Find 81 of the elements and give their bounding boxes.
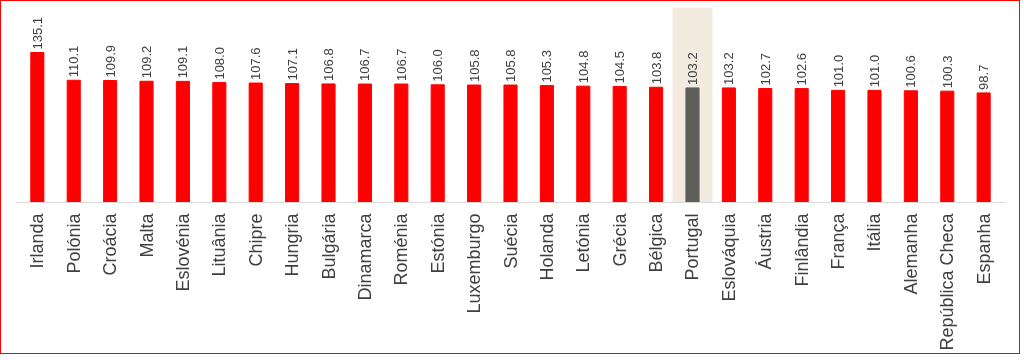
bar (685, 87, 700, 203)
data-label: 106.7 (393, 48, 409, 82)
data-label: 110.1 (66, 45, 82, 78)
x-tick-label: Letónia (573, 212, 594, 273)
x-tick-label: Lituânia (209, 212, 230, 277)
bar (867, 89, 882, 203)
data-label: 107.1 (284, 48, 300, 81)
x-tick-label: Hungria (282, 212, 303, 277)
x-tick-label: Bélgica (646, 212, 667, 273)
bar (794, 88, 809, 203)
data-label: 106.8 (321, 48, 337, 81)
bar (139, 80, 154, 203)
data-label: 109.2 (139, 45, 155, 79)
x-tick-label: Alemanha (900, 212, 921, 295)
data-label: 103.8 (648, 51, 664, 85)
x-tick-label: Irlanda (27, 212, 48, 269)
bar (576, 85, 591, 203)
x-tick-label: Itália (864, 212, 885, 252)
x-tick-label: Malta (136, 212, 157, 258)
bar (357, 83, 372, 203)
bar (321, 83, 336, 203)
data-label: 101.0 (866, 54, 882, 88)
x-tick-label: Croácia (100, 212, 121, 276)
bar (503, 84, 518, 203)
data-label: 106.0 (430, 49, 446, 82)
bar (248, 82, 263, 203)
data-label: 107.6 (248, 47, 264, 81)
x-tick-label: Portugal (682, 213, 703, 281)
data-label: 108.0 (211, 47, 227, 80)
bar (649, 86, 664, 203)
data-label: 105.8 (466, 49, 482, 83)
x-tick-label: Polónia (63, 212, 84, 274)
data-label: 109.9 (102, 44, 118, 78)
x-tick-label: Finlândia (791, 212, 812, 287)
bar (976, 92, 991, 203)
data-label: 104.8 (575, 50, 591, 84)
data-label: 103.2 (721, 52, 737, 85)
x-tick-label: Suécia (500, 212, 521, 269)
bar (66, 79, 81, 203)
x-tick-label: Chipre (245, 213, 266, 267)
bar (212, 82, 227, 203)
bar (612, 85, 627, 203)
bar (539, 85, 554, 203)
bar (30, 52, 45, 203)
data-label: 135.1 (29, 16, 45, 50)
x-tick-label: Luxemburgo (464, 213, 485, 314)
data-label: 101.0 (830, 54, 846, 88)
bar (394, 83, 409, 203)
x-tick-label: Dinamarca (354, 212, 375, 301)
data-label: 105.3 (539, 50, 555, 83)
x-tick-label: Áustria (755, 212, 776, 270)
x-tick-label: Bulgária (318, 212, 339, 280)
data-label: 102.6 (794, 53, 810, 86)
x-tick-label: Grécia (609, 212, 630, 267)
data-label: 106.7 (357, 48, 373, 82)
x-tick-label: Estónia (427, 212, 448, 274)
data-label: 102.7 (757, 52, 773, 86)
bar (103, 79, 118, 203)
data-label: 105.8 (503, 49, 518, 83)
data-label: 103.2 (684, 52, 700, 85)
bar (285, 83, 300, 203)
bar (940, 90, 955, 203)
data-label: 104.5 (612, 50, 628, 84)
data-label: 109.1 (175, 45, 191, 79)
x-tick-label: Espanha (973, 212, 994, 285)
data-label: 100.6 (903, 55, 919, 88)
x-tick-label: República Checa (937, 212, 958, 351)
x-tick-label: Eslováquia (718, 212, 739, 302)
bar (758, 87, 773, 203)
x-tick-label: França (828, 212, 849, 270)
bar (175, 80, 190, 203)
x-tick-label: Roménia (391, 212, 412, 286)
data-label: 100.3 (939, 55, 955, 89)
data-label: 98.7 (976, 64, 992, 90)
bar (467, 84, 482, 203)
bar (430, 84, 445, 203)
x-tick-label: Holanda (536, 212, 557, 281)
bar (721, 87, 736, 203)
x-tick-label: Eslovénia (172, 212, 193, 292)
bar (831, 89, 846, 203)
bar (903, 90, 918, 203)
